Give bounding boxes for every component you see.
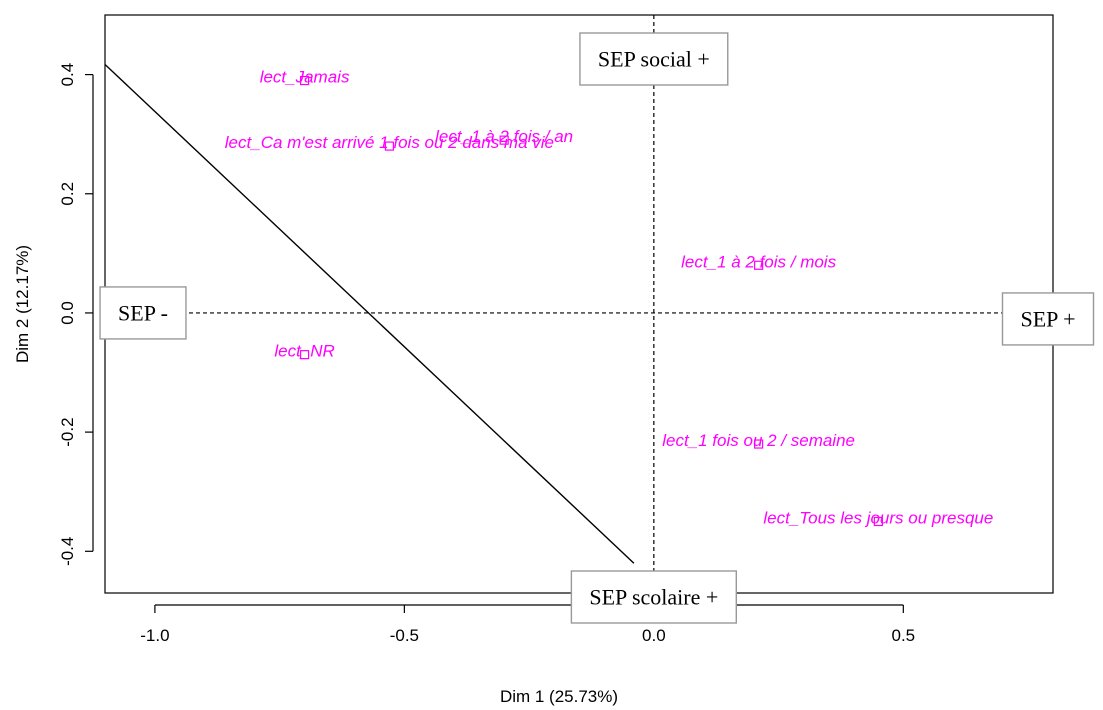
point-label: lect_Jamais (260, 68, 350, 87)
x-tick-label: 0.5 (891, 626, 915, 645)
annotations: SEP social + SEP scolaire + SEP - SEP + (99, 32, 1095, 624)
annotation-label: SEP - (118, 300, 168, 325)
plot-frame (104, 14, 1054, 594)
annotation-frame (99, 286, 187, 340)
point-marker (499, 135, 509, 145)
annotation-label: SEP social + (598, 47, 710, 72)
point-marker (754, 439, 764, 449)
axes: -1.0 -0.5 0.0 0.5 -0.4 -0.2 0.0 0.2 0.4 Dim 1 (25… (13, 14, 1054, 706)
y-tick-label: 0.4 (58, 63, 77, 87)
x-tick-label: -0.5 (390, 626, 419, 645)
point-label: lect_1 fois ou 2 / semaine (662, 431, 855, 450)
annotation-label: SEP + (1021, 306, 1076, 331)
y-tick-label: 0.2 (58, 182, 77, 206)
plot-area (105, 15, 1053, 593)
annotation-frame (579, 32, 729, 86)
point-label: lect_Tous les jours ou presque (763, 508, 993, 527)
diagonal-line (105, 63, 635, 564)
annotation-label: SEP scolaire + (589, 585, 718, 610)
point-marker (384, 141, 394, 151)
annotation-box: SEP social + (579, 32, 729, 86)
x-axis-title: Dim 1 (25.73%) (500, 687, 618, 706)
point-label: lect_1 à 2 fois / mois (681, 252, 836, 271)
point-marker (299, 75, 310, 86)
annotation-box: SEP + (1001, 292, 1095, 346)
point-label: lect_1 à 2 fois / an (435, 127, 573, 146)
annotation-box: SEP - (99, 286, 187, 340)
point-marker (754, 260, 764, 270)
point-marker (873, 516, 883, 527)
x-tick-label: -1.0 (140, 626, 169, 645)
x-tick-label: 0.0 (642, 626, 666, 645)
annotation-frame (1001, 292, 1095, 346)
y-tick-label: -0.4 (58, 537, 77, 566)
point-label: lect_Ca m'est arrivé 1 fois ou 2 dans ma… (225, 133, 554, 152)
y-tick-label: 0.0 (58, 301, 77, 325)
y-tick-label: -0.2 (58, 417, 77, 446)
point-marker (299, 350, 310, 360)
annotation-frame (570, 570, 737, 624)
point-label: lect_NR (274, 342, 334, 361)
y-axis-title: Dim 2 (12.17%) (13, 245, 32, 363)
annotation-box: SEP scolaire + (570, 570, 737, 624)
